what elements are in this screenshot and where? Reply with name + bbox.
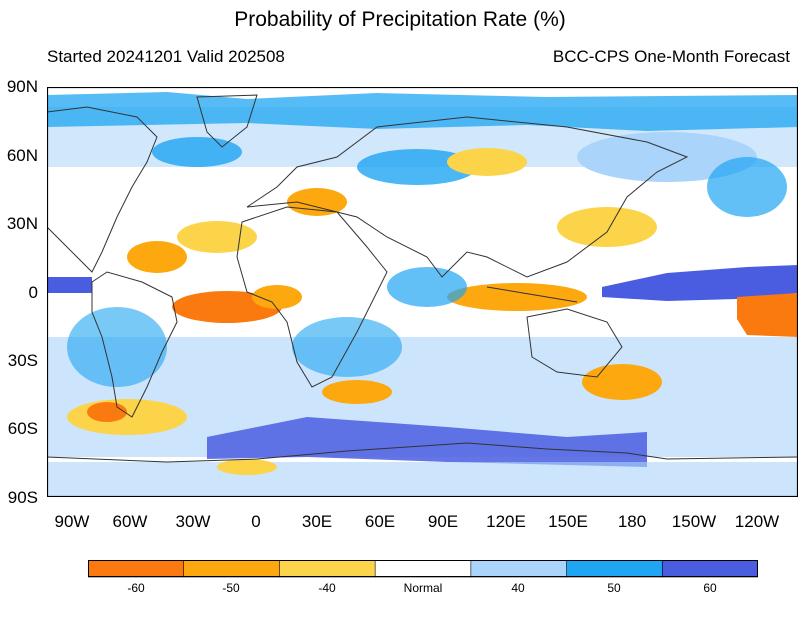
colorbar-label-60: 60 bbox=[703, 581, 717, 595]
colorbar-swatch bbox=[279, 560, 376, 578]
lon-label-120e: 120E bbox=[486, 512, 526, 531]
colorbar-swatch bbox=[88, 560, 185, 578]
lat-label-equator: 0 bbox=[28, 283, 38, 302]
lon-label-0: 0 bbox=[251, 512, 261, 531]
lat-label-60s: 60S bbox=[7, 419, 38, 438]
colorbar-label-50: 50 bbox=[607, 581, 621, 595]
forecast-start-valid-label: Started 20241201 Valid 202508 bbox=[47, 47, 285, 66]
lat-label-30s: 30S bbox=[7, 351, 38, 370]
precipitation-probability-map bbox=[47, 87, 798, 497]
colorbar-swatch bbox=[183, 560, 281, 578]
colorbar-label-normal: Normal bbox=[403, 581, 443, 595]
colorbar-swatch bbox=[661, 560, 758, 578]
lat-label-30n: 30N bbox=[6, 214, 38, 233]
lon-label-150e: 150E bbox=[548, 512, 588, 531]
colorbar-swatch bbox=[566, 560, 664, 578]
colorbar-swatch bbox=[374, 560, 472, 578]
colorbar bbox=[88, 560, 758, 578]
forecast-system-label: BCC-CPS One-Month Forecast bbox=[552, 47, 790, 66]
lat-label-90n: 90N bbox=[6, 77, 38, 96]
colorbar-swatch bbox=[470, 560, 568, 578]
colorbar-label-minus50: -50 bbox=[222, 581, 240, 595]
lon-label-60w: 60W bbox=[112, 512, 148, 531]
lon-label-30w: 30W bbox=[175, 512, 211, 531]
lon-label-150w: 150W bbox=[671, 512, 717, 531]
colorbar-label-minus60: -60 bbox=[127, 581, 145, 595]
colorbar-label-40: 40 bbox=[511, 581, 525, 595]
colorbar-label-minus40: -40 bbox=[318, 581, 336, 595]
lon-label-180: 180 bbox=[617, 512, 647, 531]
lat-label-90s: 90S bbox=[7, 488, 38, 507]
lon-label-30e: 30E bbox=[301, 512, 333, 531]
coastlines bbox=[47, 94, 798, 463]
map-title: Probability of Precipitation Rate (%) bbox=[234, 8, 566, 31]
probability-shading bbox=[47, 92, 798, 497]
lon-label-120w: 120W bbox=[734, 512, 780, 531]
lat-label-60n: 60N bbox=[6, 146, 38, 165]
lon-label-60e: 60E bbox=[364, 512, 396, 531]
lon-label-90e: 90E bbox=[427, 512, 459, 531]
lon-label-90w: 90W bbox=[54, 512, 90, 531]
